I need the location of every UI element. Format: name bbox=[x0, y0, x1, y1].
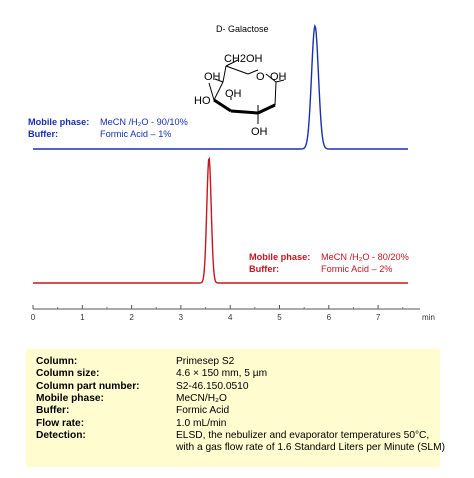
condition-label: Column size: bbox=[36, 368, 100, 380]
bond bbox=[247, 69, 259, 75]
bond bbox=[275, 79, 285, 83]
x-tick-label: 3 bbox=[179, 313, 184, 322]
ch2oh-label: CH2OH bbox=[224, 53, 263, 65]
bond bbox=[257, 103, 276, 115]
bond bbox=[225, 59, 239, 67]
x-tick-label: 2 bbox=[129, 313, 134, 322]
blue-buffer-label: Buffer: bbox=[28, 129, 58, 139]
condition-label: Buffer: bbox=[36, 405, 70, 417]
oh-mid-label: OH bbox=[225, 88, 242, 100]
x-tick-label: 4 bbox=[228, 313, 233, 322]
bond bbox=[222, 65, 227, 83]
x-tick-label: 1 bbox=[80, 313, 85, 322]
chromatogram: 0 1 2 3 4 5 6 7 min Mobile phase: MeCN /H₂O - 9… bbox=[28, 24, 435, 322]
condition-value: Primesep S2 bbox=[176, 356, 235, 367]
trace-red bbox=[33, 156, 408, 284]
condition-value: S2-46.150.0510 bbox=[176, 380, 249, 392]
trace-blue bbox=[33, 24, 408, 150]
condition-label: Column: bbox=[36, 356, 78, 367]
condition-label: Mobile phase: bbox=[36, 392, 104, 404]
red-buffer-label: Buffer: bbox=[249, 264, 279, 274]
bond bbox=[225, 65, 249, 75]
bond bbox=[214, 78, 224, 83]
galactose-structure bbox=[208, 59, 285, 124]
condition-value: MeCN/H₂O bbox=[176, 392, 227, 404]
conditions-panel: Column: Primesep S2 Column size: 4.6 × 150 … bbox=[26, 349, 445, 467]
blue-buffer-value: Formic Acid – 1% bbox=[100, 129, 171, 139]
blue-mobile-phase-value: MeCN /H₂O - 90/10% bbox=[100, 117, 188, 127]
condition-value: 1.0 mL/min bbox=[176, 417, 227, 429]
galactose-labels: CH2OH OH O OH OH HO OH bbox=[194, 53, 287, 138]
compound-name: D- Galactose bbox=[216, 24, 269, 34]
condition-label: Flow rate: bbox=[36, 417, 85, 429]
condition-value: with a gas flow rate of 1.6 Standard Lit… bbox=[176, 442, 445, 454]
bond bbox=[265, 73, 277, 83]
x-tick-label: 5 bbox=[277, 313, 282, 322]
x-axis-ticks: 0 1 2 3 4 5 6 7 bbox=[31, 305, 404, 322]
bond bbox=[274, 81, 277, 106]
red-mobile-phase-value: MeCN /H₂O - 80/20% bbox=[321, 252, 409, 262]
ho-left-label: HO bbox=[194, 95, 211, 107]
oh-bottom-label: OH bbox=[251, 126, 268, 138]
condition-label: Detection: bbox=[36, 429, 86, 441]
x-axis-label: min bbox=[422, 313, 435, 322]
ho-top-left-label: OH bbox=[204, 71, 221, 83]
red-buffer-value: Formic Acid – 2% bbox=[321, 264, 392, 274]
blue-mobile-phase-label: Mobile phase: bbox=[28, 117, 89, 127]
condition-value: Formic Acid bbox=[176, 405, 230, 417]
condition-value: 4.6 × 150 mm, 5 µm bbox=[176, 368, 268, 380]
oh-top-right-label: OH bbox=[270, 71, 287, 83]
x-tick-label: 6 bbox=[327, 313, 332, 322]
blue-annotation: Mobile phase: MeCN /H₂O - 90/10% Buffer:… bbox=[28, 117, 188, 139]
x-tick-label: 7 bbox=[376, 313, 381, 322]
bond bbox=[208, 82, 215, 101]
bond bbox=[213, 98, 232, 113]
condition-value: ELSD, the nebulizer and evaporator tempe… bbox=[176, 429, 430, 441]
ring-o-label: O bbox=[256, 71, 265, 83]
condition-label: Column part number: bbox=[36, 380, 140, 392]
bond bbox=[230, 109, 259, 115]
bond bbox=[213, 81, 224, 101]
red-mobile-phase-label: Mobile phase: bbox=[249, 252, 310, 262]
x-tick-label: 0 bbox=[31, 313, 36, 322]
red-annotation: Mobile phase: MeCN /H₂O - 80/20% Buffer:… bbox=[249, 252, 409, 274]
